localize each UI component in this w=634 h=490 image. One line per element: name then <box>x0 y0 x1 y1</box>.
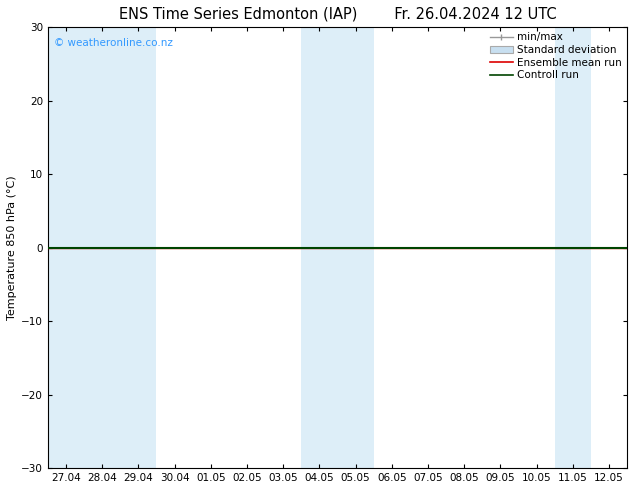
Legend: min/max, Standard deviation, Ensemble mean run, Controll run: min/max, Standard deviation, Ensemble me… <box>488 30 624 82</box>
Bar <box>48 27 84 468</box>
Bar <box>337 27 373 468</box>
Y-axis label: Temperature 850 hPa (°C): Temperature 850 hPa (°C) <box>7 175 17 320</box>
Bar <box>120 27 157 468</box>
Title: ENS Time Series Edmonton (IAP)        Fr. 26.04.2024 12 UTC: ENS Time Series Edmonton (IAP) Fr. 26.04… <box>119 7 556 22</box>
Text: © weatheronline.co.nz: © weatheronline.co.nz <box>54 38 172 49</box>
Bar <box>555 27 591 468</box>
Bar <box>301 27 337 468</box>
Bar <box>84 27 120 468</box>
